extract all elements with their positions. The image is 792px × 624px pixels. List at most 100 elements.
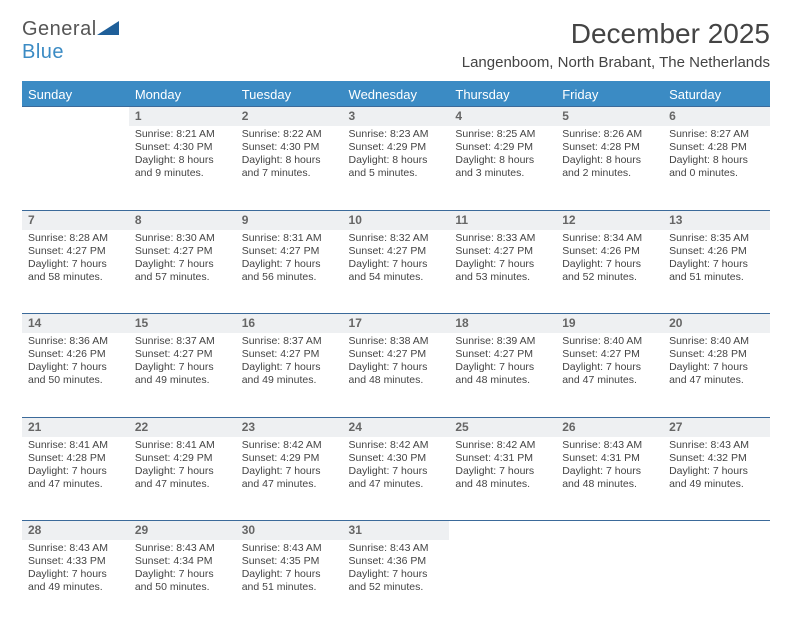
day-number-cell: 7 (22, 210, 129, 230)
sunset-text: Sunset: 4:34 PM (135, 555, 230, 568)
daylight-text: Daylight: 7 hours and 48 minutes. (349, 361, 444, 387)
sunrise-text: Sunrise: 8:33 AM (455, 232, 550, 245)
day-cell: Sunrise: 8:27 AMSunset: 4:28 PMDaylight:… (663, 126, 770, 210)
day-details: Sunrise: 8:42 AMSunset: 4:30 PMDaylight:… (343, 437, 450, 496)
day-number-cell: 9 (236, 210, 343, 230)
sunrise-text: Sunrise: 8:43 AM (669, 439, 764, 452)
sunset-text: Sunset: 4:29 PM (455, 141, 550, 154)
day-cell: Sunrise: 8:43 AMSunset: 4:33 PMDaylight:… (22, 540, 129, 624)
day-details: Sunrise: 8:35 AMSunset: 4:26 PMDaylight:… (663, 230, 770, 289)
day-number-cell (449, 521, 556, 541)
weekday-header-row: SundayMondayTuesdayWednesdayThursdayFrid… (22, 82, 770, 107)
daylight-text: Daylight: 7 hours and 47 minutes. (669, 361, 764, 387)
day-cell: Sunrise: 8:34 AMSunset: 4:26 PMDaylight:… (556, 230, 663, 314)
sunrise-text: Sunrise: 8:31 AM (242, 232, 337, 245)
sunrise-text: Sunrise: 8:26 AM (562, 128, 657, 141)
sunset-text: Sunset: 4:26 PM (669, 245, 764, 258)
day-details: Sunrise: 8:43 AMSunset: 4:34 PMDaylight:… (129, 540, 236, 599)
day-details: Sunrise: 8:23 AMSunset: 4:29 PMDaylight:… (343, 126, 450, 185)
sunset-text: Sunset: 4:26 PM (562, 245, 657, 258)
day-details: Sunrise: 8:28 AMSunset: 4:27 PMDaylight:… (22, 230, 129, 289)
weekday-header: Sunday (22, 82, 129, 107)
sunset-text: Sunset: 4:31 PM (455, 452, 550, 465)
content-row: Sunrise: 8:43 AMSunset: 4:33 PMDaylight:… (22, 540, 770, 624)
day-cell: Sunrise: 8:28 AMSunset: 4:27 PMDaylight:… (22, 230, 129, 314)
day-details: Sunrise: 8:25 AMSunset: 4:29 PMDaylight:… (449, 126, 556, 185)
day-cell: Sunrise: 8:41 AMSunset: 4:28 PMDaylight:… (22, 437, 129, 521)
sunrise-text: Sunrise: 8:42 AM (349, 439, 444, 452)
sunset-text: Sunset: 4:27 PM (28, 245, 123, 258)
day-cell (22, 126, 129, 210)
sunset-text: Sunset: 4:27 PM (242, 348, 337, 361)
sunrise-text: Sunrise: 8:32 AM (349, 232, 444, 245)
weekday-header: Wednesday (343, 82, 450, 107)
sunrise-text: Sunrise: 8:43 AM (562, 439, 657, 452)
day-number-cell: 14 (22, 314, 129, 334)
day-number-cell: 31 (343, 521, 450, 541)
day-number-cell (556, 521, 663, 541)
daylight-text: Daylight: 8 hours and 2 minutes. (562, 154, 657, 180)
sunset-text: Sunset: 4:35 PM (242, 555, 337, 568)
day-cell: Sunrise: 8:25 AMSunset: 4:29 PMDaylight:… (449, 126, 556, 210)
daynum-row: 78910111213 (22, 210, 770, 230)
day-cell: Sunrise: 8:40 AMSunset: 4:27 PMDaylight:… (556, 333, 663, 417)
day-details: Sunrise: 8:43 AMSunset: 4:32 PMDaylight:… (663, 437, 770, 496)
day-cell: Sunrise: 8:32 AMSunset: 4:27 PMDaylight:… (343, 230, 450, 314)
sunrise-text: Sunrise: 8:43 AM (242, 542, 337, 555)
day-details: Sunrise: 8:38 AMSunset: 4:27 PMDaylight:… (343, 333, 450, 392)
sunrise-text: Sunrise: 8:39 AM (455, 335, 550, 348)
daylight-text: Daylight: 7 hours and 49 minutes. (669, 465, 764, 491)
sunset-text: Sunset: 4:27 PM (349, 348, 444, 361)
day-cell: Sunrise: 8:26 AMSunset: 4:28 PMDaylight:… (556, 126, 663, 210)
day-number-cell: 26 (556, 417, 663, 437)
page-title: December 2025 (462, 18, 770, 50)
sunrise-text: Sunrise: 8:42 AM (242, 439, 337, 452)
day-cell: Sunrise: 8:43 AMSunset: 4:36 PMDaylight:… (343, 540, 450, 624)
sunrise-text: Sunrise: 8:43 AM (135, 542, 230, 555)
logo-text: General Blue (22, 18, 119, 64)
weekday-header: Friday (556, 82, 663, 107)
day-cell: Sunrise: 8:42 AMSunset: 4:31 PMDaylight:… (449, 437, 556, 521)
day-cell: Sunrise: 8:42 AMSunset: 4:30 PMDaylight:… (343, 437, 450, 521)
day-cell: Sunrise: 8:38 AMSunset: 4:27 PMDaylight:… (343, 333, 450, 417)
day-details: Sunrise: 8:43 AMSunset: 4:31 PMDaylight:… (556, 437, 663, 496)
sunrise-text: Sunrise: 8:25 AM (455, 128, 550, 141)
daynum-row: 14151617181920 (22, 314, 770, 334)
daylight-text: Daylight: 8 hours and 9 minutes. (135, 154, 230, 180)
day-number-cell: 12 (556, 210, 663, 230)
sunset-text: Sunset: 4:29 PM (242, 452, 337, 465)
daylight-text: Daylight: 8 hours and 5 minutes. (349, 154, 444, 180)
day-details: Sunrise: 8:37 AMSunset: 4:27 PMDaylight:… (129, 333, 236, 392)
day-cell: Sunrise: 8:23 AMSunset: 4:29 PMDaylight:… (343, 126, 450, 210)
daylight-text: Daylight: 7 hours and 56 minutes. (242, 258, 337, 284)
sunrise-text: Sunrise: 8:41 AM (28, 439, 123, 452)
daylight-text: Daylight: 7 hours and 48 minutes. (455, 361, 550, 387)
daylight-text: Daylight: 7 hours and 51 minutes. (669, 258, 764, 284)
daylight-text: Daylight: 7 hours and 49 minutes. (28, 568, 123, 594)
daynum-row: 123456 (22, 107, 770, 127)
day-cell: Sunrise: 8:37 AMSunset: 4:27 PMDaylight:… (236, 333, 343, 417)
day-number-cell: 30 (236, 521, 343, 541)
day-number-cell (22, 107, 129, 127)
triangle-icon (97, 18, 119, 41)
sunrise-text: Sunrise: 8:43 AM (28, 542, 123, 555)
calendar-table: SundayMondayTuesdayWednesdayThursdayFrid… (22, 81, 770, 624)
day-details: Sunrise: 8:37 AMSunset: 4:27 PMDaylight:… (236, 333, 343, 392)
sunrise-text: Sunrise: 8:27 AM (669, 128, 764, 141)
day-details: Sunrise: 8:31 AMSunset: 4:27 PMDaylight:… (236, 230, 343, 289)
daylight-text: Daylight: 7 hours and 49 minutes. (242, 361, 337, 387)
day-details: Sunrise: 8:30 AMSunset: 4:27 PMDaylight:… (129, 230, 236, 289)
weekday-header: Tuesday (236, 82, 343, 107)
daylight-text: Daylight: 7 hours and 50 minutes. (28, 361, 123, 387)
day-number-cell: 5 (556, 107, 663, 127)
sunset-text: Sunset: 4:26 PM (28, 348, 123, 361)
day-details: Sunrise: 8:42 AMSunset: 4:31 PMDaylight:… (449, 437, 556, 496)
daylight-text: Daylight: 7 hours and 47 minutes. (349, 465, 444, 491)
day-number-cell: 25 (449, 417, 556, 437)
day-number-cell: 6 (663, 107, 770, 127)
day-cell: Sunrise: 8:40 AMSunset: 4:28 PMDaylight:… (663, 333, 770, 417)
day-number-cell: 23 (236, 417, 343, 437)
content-row: Sunrise: 8:21 AMSunset: 4:30 PMDaylight:… (22, 126, 770, 210)
daylight-text: Daylight: 8 hours and 3 minutes. (455, 154, 550, 180)
day-cell: Sunrise: 8:37 AMSunset: 4:27 PMDaylight:… (129, 333, 236, 417)
